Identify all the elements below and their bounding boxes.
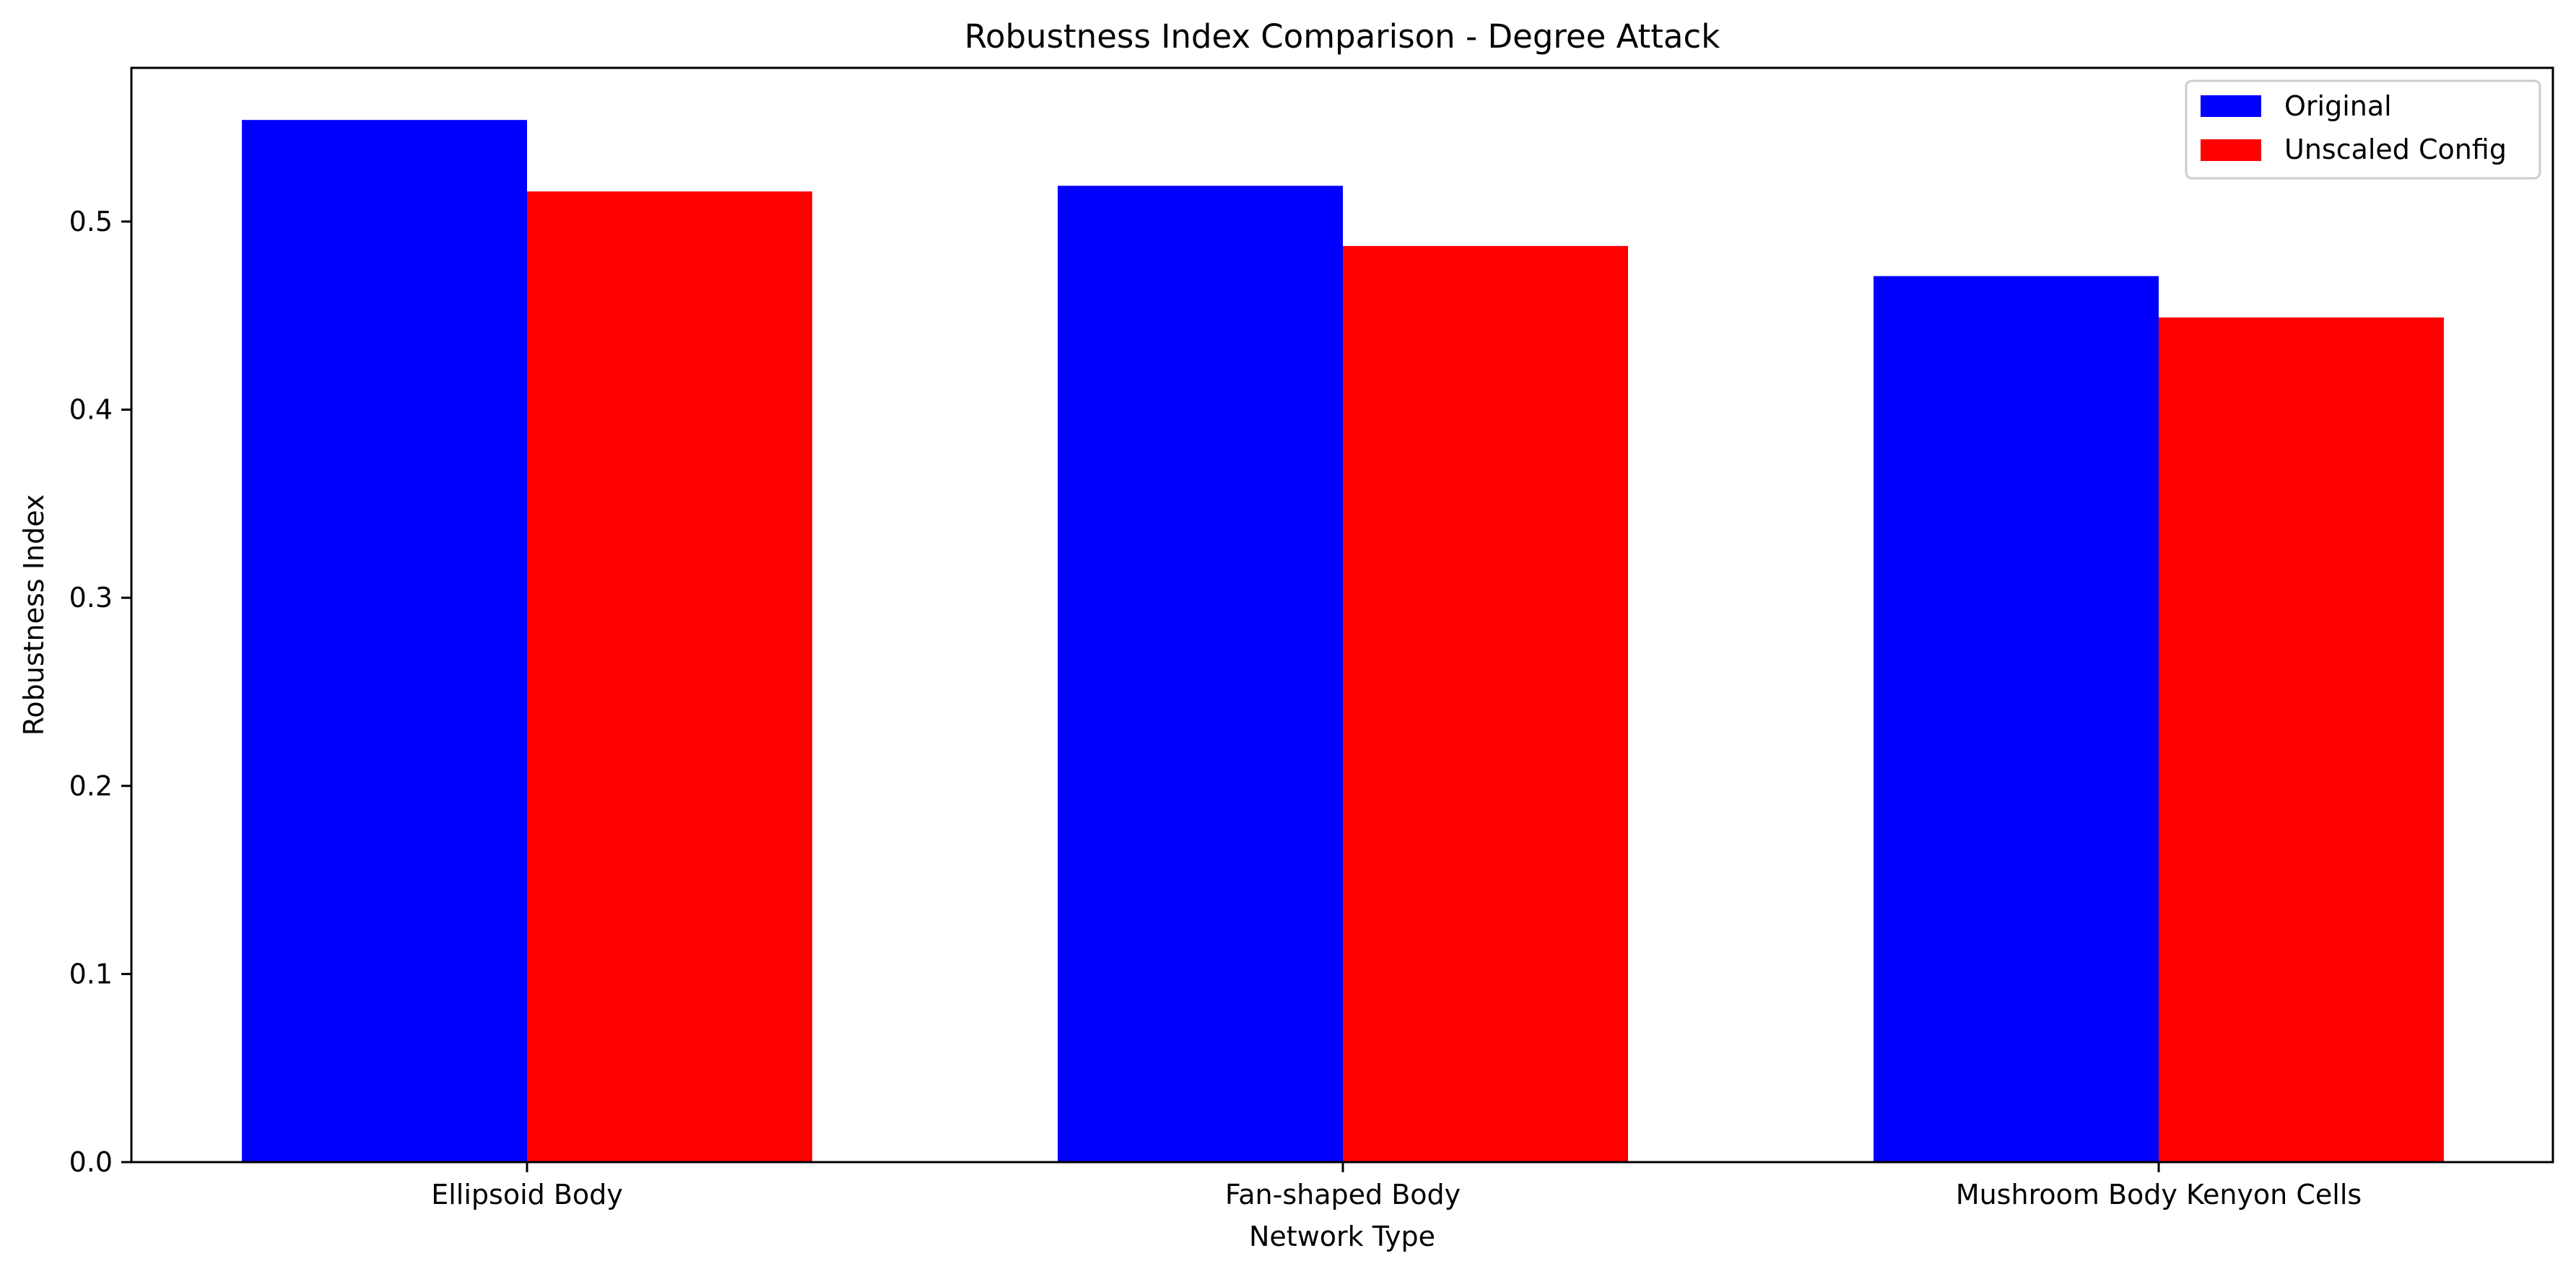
chart-title: Robustness Index Comparison - Degree Att… (965, 17, 1720, 56)
legend-label-original: Original (2284, 90, 2392, 122)
bar-unscaled-config-fan-shaped-body (1343, 245, 1628, 1162)
x-tick-label: Fan-shaped Body (1225, 1179, 1461, 1210)
bar-unscaled-config-ellipsoid-body (527, 191, 812, 1162)
y-tick-label: 0.2 (69, 770, 113, 802)
y-tick-label: 0.5 (69, 206, 113, 237)
y-tick-label: 0.1 (69, 958, 113, 990)
legend-swatch-unscaled-config (2201, 139, 2261, 161)
legend: Original Unscaled Config (2185, 79, 2541, 180)
bar-original-fan-shaped-body (1058, 186, 1343, 1162)
legend-label-unscaled-config: Unscaled Config (2284, 134, 2507, 165)
bars-layer (242, 120, 2444, 1163)
x-tick-label: Ellipsoid Body (431, 1179, 623, 1210)
x-tick-label: Mushroom Body Kenyon Cells (1956, 1179, 2362, 1210)
legend-swatch-original (2201, 95, 2261, 117)
legend-box (2185, 79, 2541, 180)
bar-unscaled-config-mushroom-body-kenyon-cells (2159, 317, 2444, 1163)
y-axis: 0.0 0.1 0.2 0.3 0.4 0.5 (69, 206, 131, 1178)
bar-original-ellipsoid-body (242, 120, 527, 1163)
y-tick-label: 0.4 (69, 394, 113, 426)
x-axis-label: Network Type (1249, 1221, 1435, 1252)
y-axis-label: Robustness Index (18, 494, 50, 736)
bar-original-mushroom-body-kenyon-cells (1874, 276, 2159, 1163)
x-axis: Ellipsoid Body Fan-shaped Body Mushroom Bo… (431, 1162, 2362, 1210)
y-tick-label: 0.0 (69, 1146, 113, 1178)
y-tick-label: 0.3 (69, 582, 113, 614)
